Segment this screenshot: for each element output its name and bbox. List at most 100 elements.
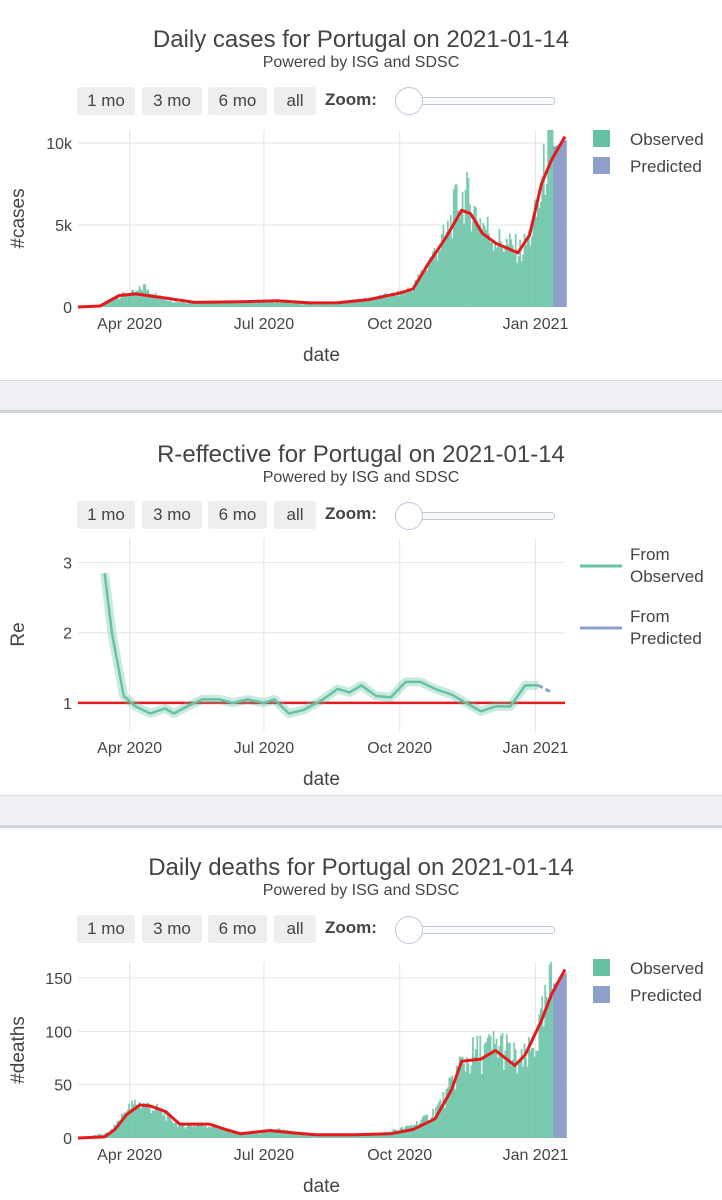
range-1mo-button[interactable]: 1 mo (77, 87, 135, 115)
observed-bar (153, 1110, 156, 1138)
observed-bar (311, 304, 313, 307)
observed-bar (119, 297, 122, 307)
observed-bar (243, 303, 246, 307)
observed-bar (430, 1117, 433, 1138)
observed-bar (523, 233, 526, 307)
observed-bar (355, 1135, 358, 1138)
observed-bar (483, 1043, 486, 1138)
chart-subtitle: Powered by ISG and SDSC (262, 54, 460, 71)
y-axis-title: Re (8, 622, 29, 646)
observed-bar (234, 302, 237, 307)
observed-bar (337, 303, 340, 307)
observed-bar (477, 1061, 480, 1138)
range-1mo-button[interactable]: 1 mo (77, 501, 135, 529)
observed-bar (382, 297, 384, 307)
observed-bar (244, 1134, 247, 1138)
observed-bar (210, 1126, 213, 1138)
x-tick-label: Jan 2021 (503, 1147, 569, 1164)
observed-bar (473, 1056, 476, 1138)
observed-bar (343, 1135, 346, 1138)
range-all-button[interactable]: all (274, 501, 316, 529)
smoothed-line (77, 993, 554, 1140)
observed-bar (355, 300, 358, 307)
observed-bar (429, 1120, 432, 1138)
observed-bar (443, 1107, 446, 1138)
observed-bar (125, 1116, 127, 1138)
legend-label-observed: From (630, 545, 670, 564)
observed-bar (284, 302, 287, 307)
observed-bar (420, 270, 423, 307)
observed-bars (79, 962, 554, 1138)
observed-bar (455, 1065, 458, 1138)
observed-bar (500, 241, 502, 307)
observed-bar (196, 1124, 198, 1138)
observed-bar (250, 300, 253, 307)
observed-bar (216, 1128, 219, 1138)
observed-bar (246, 301, 249, 307)
observed-bar (160, 297, 163, 307)
observed-bar (151, 294, 154, 307)
observed-bar (296, 302, 299, 307)
observed-bar (266, 1130, 269, 1138)
zoom-slider-handle[interactable] (395, 916, 423, 944)
range-3mo-button[interactable]: 3 mo (142, 501, 202, 529)
observed-bar (157, 297, 160, 307)
observed-bar (128, 295, 130, 307)
observed-bar (412, 286, 415, 307)
observed-bar (315, 1134, 318, 1138)
observed-bar (156, 1103, 158, 1138)
observed-bar (247, 1132, 250, 1138)
observed-bar (227, 1131, 229, 1138)
observed-bar (116, 297, 119, 307)
observed-bar (107, 300, 110, 307)
observed-bar (209, 301, 212, 307)
observed-bar (175, 1121, 178, 1138)
observed-bar (188, 302, 191, 307)
observed-line (103, 572, 539, 715)
observed-bar (334, 303, 337, 307)
observed-bar (281, 301, 284, 307)
observed-bar (368, 1134, 371, 1138)
zoom-slider-handle[interactable] (395, 87, 423, 115)
observed-bar (228, 1128, 231, 1138)
range-6mo-button[interactable]: 6 mo (208, 87, 267, 115)
observed-bar (328, 304, 331, 307)
range-3mo-button[interactable]: 3 mo (142, 87, 202, 115)
observed-bar (538, 1014, 541, 1138)
observed-bar (297, 303, 300, 307)
range-6mo-button[interactable]: 6 mo (208, 501, 267, 529)
observed-bar (373, 297, 375, 307)
observed-bar (157, 1110, 160, 1138)
observed-bars (79, 130, 554, 307)
observed-bar (352, 299, 355, 307)
zoom-slider-handle[interactable] (395, 502, 423, 530)
legend-label-predicted: Predicted (630, 157, 702, 176)
observed-bar (536, 202, 539, 307)
observed-bar (165, 300, 167, 307)
observed-bar (454, 184, 457, 307)
observed-bar (123, 1112, 126, 1138)
y-tick-label: 2 (63, 626, 72, 643)
observed-bar (194, 303, 197, 307)
observed-bar (176, 1127, 179, 1138)
observed-bar (179, 1122, 182, 1138)
range-all-button[interactable]: all (274, 87, 316, 115)
range-all-button[interactable]: all (274, 915, 316, 943)
observed-bar (151, 1110, 154, 1138)
observed-bar (446, 1087, 449, 1138)
observed-bar (129, 1109, 132, 1138)
range-6mo-button[interactable]: 6 mo (208, 915, 267, 943)
range-3mo-button[interactable]: 3 mo (142, 915, 202, 943)
observed-bar (219, 301, 222, 307)
observed-bar (470, 1065, 473, 1138)
observed-bar (427, 1121, 430, 1138)
observed-bar (299, 1133, 302, 1138)
y-tick-label: 100 (45, 1024, 72, 1041)
observed-bar (190, 1125, 192, 1138)
range-1mo-button[interactable]: 1 mo (77, 915, 135, 943)
observed-bar (519, 1059, 522, 1138)
observed-bar (179, 302, 182, 307)
observed-bar (384, 292, 387, 307)
observed-bar (227, 301, 229, 307)
smoothed-predicted-line (550, 135, 567, 161)
